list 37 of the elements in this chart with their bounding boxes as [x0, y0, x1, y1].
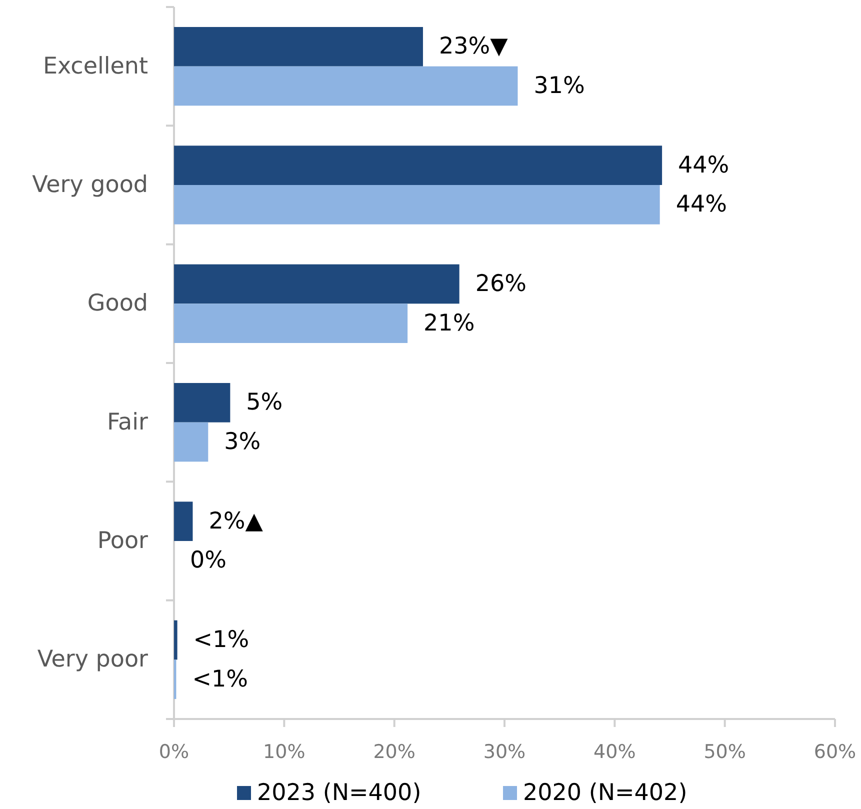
- x-tick-label: 60%: [814, 741, 856, 763]
- data-label: 21%: [424, 310, 475, 336]
- bar: [174, 146, 662, 185]
- x-tick-label: 20%: [373, 741, 416, 763]
- data-label: 44%: [676, 192, 727, 218]
- data-label: 2%▲: [208, 508, 264, 534]
- data-label: 5%: [246, 390, 283, 416]
- legend-label: 2023 (N=400): [257, 780, 422, 806]
- x-tick-label: 10%: [263, 741, 306, 763]
- data-label: 23%▼: [438, 34, 508, 60]
- bar: [174, 502, 193, 541]
- bar: [174, 264, 460, 304]
- x-tick-label: 50%: [704, 741, 746, 763]
- bar: [174, 26, 423, 66]
- bar: [174, 382, 230, 422]
- x-tick-label: 40%: [594, 741, 636, 763]
- data-label: 3%: [224, 429, 261, 455]
- bar: [174, 304, 408, 344]
- data-label: 0%: [190, 548, 226, 574]
- y-tick-label: Fair: [106, 409, 149, 436]
- bar: [174, 185, 660, 224]
- y-tick-label: Very poor: [37, 646, 149, 673]
- y-tick-label: Poor: [97, 528, 149, 554]
- data-label: <1%: [192, 666, 248, 692]
- data-label: <1%: [193, 627, 250, 653]
- x-tick-label: 30%: [483, 741, 526, 763]
- bar: [174, 620, 178, 660]
- y-tick-label: Excellent: [42, 53, 148, 80]
- y-tick-label: Very good: [32, 172, 148, 198]
- bar: [174, 422, 208, 462]
- data-label: 44%: [678, 152, 730, 178]
- bar: [174, 66, 518, 106]
- x-tick-label: 0%: [158, 741, 190, 763]
- legend-label: 2020 (N=402): [523, 780, 688, 806]
- y-tick-label: Good: [87, 290, 148, 317]
- data-label: 26%: [475, 271, 526, 297]
- data-label: 31%: [534, 73, 585, 99]
